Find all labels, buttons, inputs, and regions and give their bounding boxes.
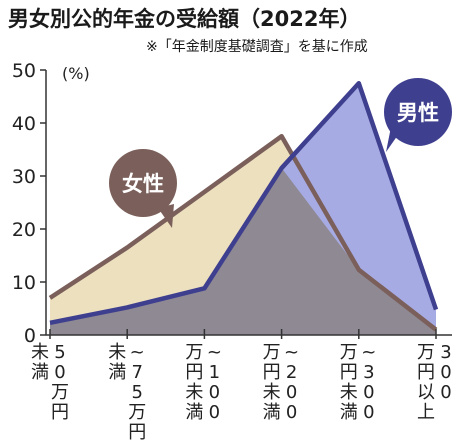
y-axis-unit: (%): [62, 64, 90, 83]
x-tick-label-column: ~2 0 0: [284, 342, 299, 423]
x-tick-label: ~7 5 万円未満: [108, 342, 146, 443]
y-tick-label: 20: [12, 219, 36, 241]
y-tick-label: 50: [12, 60, 36, 82]
x-tick-label-column: ~3 0 0: [361, 342, 376, 423]
x-tick-label: ~1 0 0 万円未満: [185, 342, 222, 423]
male-bubble-shape: [384, 78, 452, 146]
chart-title: 男女別公的年金の受給額（2022年）: [8, 7, 361, 31]
male-line: [49, 81, 439, 326]
x-tick-label-column: 未満: [108, 342, 126, 383]
y-tick-label: 40: [12, 113, 36, 135]
x-tick-label-column: 万円未満: [263, 342, 281, 423]
chart-subtitle: ※「年金制度基礎調査」を基に作成: [146, 39, 368, 55]
x-tick-label-column: 万円未満: [185, 342, 203, 423]
female-bubble-text: 女性: [122, 172, 164, 196]
x-tick-label-column: 万円以上: [417, 342, 435, 423]
female-line: [48, 134, 438, 332]
y-tick-label: 10: [12, 272, 36, 294]
female-bubble-shape: [109, 149, 177, 217]
x-tick-label-column: ~1 0 0: [207, 342, 222, 423]
female-bubble: 女性: [109, 149, 177, 228]
y-tick-label: 30: [12, 166, 36, 188]
x-tick-label-column: 5 0 万円: [51, 342, 69, 423]
male-bubble-tail: [386, 122, 400, 152]
female-bubble-tail: [158, 204, 174, 228]
male-bubble: 男性: [384, 78, 452, 152]
male-bubble-text: 男性: [397, 101, 439, 125]
x-tick-label-column: 未満: [31, 342, 49, 383]
x-tick-label: 5 0 万円未満: [31, 342, 69, 423]
x-tick-label: 3 0 0 万円以上: [417, 342, 452, 423]
overlap-area: [50, 168, 436, 335]
x-tick-label-column: 万円未満: [340, 342, 358, 423]
x-tick-label-column: ~7 5 万円: [128, 342, 146, 443]
y-tick-label: 0: [24, 325, 36, 347]
